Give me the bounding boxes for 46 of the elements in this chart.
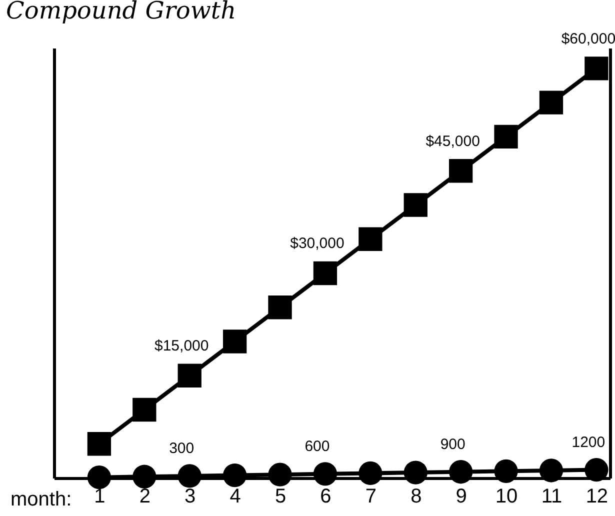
point [494, 124, 518, 149]
point [178, 464, 202, 488]
point [87, 432, 112, 456]
point [132, 398, 156, 422]
x-axis-title: month: [10, 488, 72, 510]
point [358, 227, 382, 251]
chart-title: Compound Growth [6, 0, 236, 24]
point [222, 330, 247, 354]
data-label: 300 [169, 440, 194, 457]
point [448, 159, 473, 183]
point [268, 296, 292, 320]
data-label: 600 [304, 438, 330, 455]
point [313, 462, 338, 486]
data-label: $60,000 [561, 30, 615, 48]
point [87, 466, 112, 490]
x-tick-label: 6 [320, 486, 332, 508]
point [178, 364, 202, 388]
data-label: $30,000 [290, 235, 344, 252]
point [222, 463, 247, 488]
point [132, 464, 156, 488]
point [584, 56, 608, 80]
point [358, 461, 382, 486]
point [313, 261, 338, 286]
data-label: 900 [440, 436, 466, 453]
point [268, 462, 292, 486]
data-label: $15,000 [154, 338, 209, 355]
point [448, 460, 473, 484]
point [404, 460, 428, 484]
x-tick-label: 1 [94, 486, 106, 508]
x-tick-label: 8 [410, 486, 422, 508]
point [494, 459, 518, 483]
x-tick-label: 2 [139, 486, 150, 508]
point [539, 458, 564, 482]
x-tick-label: 11 [541, 486, 562, 508]
x-tick-label: 4 [230, 486, 241, 508]
x-tick-label: 7 [365, 486, 376, 508]
x-tick-label: 10 [495, 486, 518, 508]
x-tick-label: 5 [274, 486, 286, 508]
data-label: $45,000 [426, 132, 480, 150]
x-tick-label: 3 [184, 486, 196, 508]
x-tick-label: 9 [456, 486, 467, 508]
x-tick-label: 12 [586, 486, 608, 508]
point [584, 458, 608, 482]
data-label: 1200 [572, 434, 606, 451]
point [404, 193, 428, 217]
point [539, 90, 564, 114]
